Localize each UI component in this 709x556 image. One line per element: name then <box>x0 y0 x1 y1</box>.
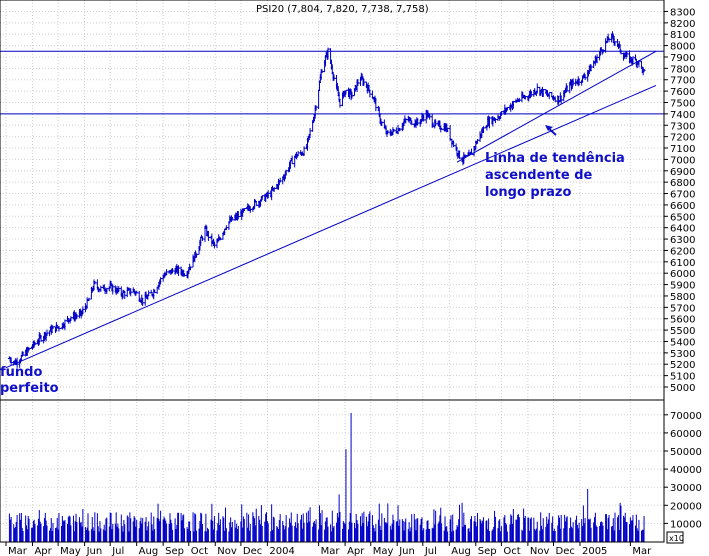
price-tick-label: 5000 <box>670 383 695 394</box>
volume-scale-label: x10 <box>669 534 684 543</box>
price-tick-label: 7300 <box>670 121 695 132</box>
price-tick-label: 6900 <box>670 167 695 178</box>
volume-tick-label: 10000 <box>670 519 702 530</box>
price-tick-label: 5200 <box>670 360 695 371</box>
price-tick-label: 6300 <box>670 235 695 246</box>
x-tick-label: Mar <box>632 546 652 556</box>
x-tick-label: Mar <box>321 546 341 556</box>
x-tick-label: Jul <box>424 546 437 556</box>
volume-tick-label: 30000 <box>670 483 702 494</box>
price-tick-label: 5400 <box>670 337 695 348</box>
price-tick-label: 5500 <box>670 326 695 337</box>
x-tick-label: May <box>60 546 81 556</box>
price-tick-label: 6500 <box>670 212 695 223</box>
annotation-trend-line-2: ascendente de <box>485 168 593 183</box>
trendline <box>456 50 657 163</box>
price-tick-label: 6100 <box>670 258 695 269</box>
price-tick-label: 7100 <box>670 144 695 155</box>
price-tick-label: 7500 <box>670 99 695 110</box>
price-tick-label: 6400 <box>670 224 695 235</box>
x-tick-label: 2004 <box>269 546 294 556</box>
volume-tick-label: 20000 <box>670 501 702 512</box>
price-tick-label: 6800 <box>670 178 695 189</box>
price-bars <box>7 31 646 368</box>
x-tick-label: Oct <box>191 546 208 556</box>
x-axis-ticks: Mar Apr May Jun Jul Aug Sep Oct Nov Dec 2004 Mar Apr… <box>5 542 652 556</box>
x-tick-label: Dec <box>556 546 575 556</box>
x-tick-label: Nov <box>217 546 237 556</box>
x-tick-label: Sep <box>478 546 497 556</box>
volume-bars <box>8 412 645 542</box>
volume-scale-box <box>666 531 684 544</box>
annotation-trend-line-3: longo prazo <box>485 185 571 200</box>
price-tick-label: 6000 <box>670 269 695 280</box>
volume-panel-frame <box>0 399 665 543</box>
x-tick-label: Jun <box>86 546 103 556</box>
price-tick-label: 7000 <box>670 155 695 166</box>
price-tick-label: 6200 <box>670 246 695 257</box>
price-tick-label: 7800 <box>670 64 695 75</box>
volume-tick-label: 60000 <box>670 429 702 440</box>
price-tick-label: 7900 <box>670 53 695 64</box>
grid <box>0 0 664 542</box>
price-axis-ticks: 5000510052005300540055005600570058005900… <box>664 7 695 394</box>
price-tick-label: 5100 <box>670 372 695 383</box>
price-tick-label: 8100 <box>670 30 695 41</box>
annotation-trend-line-1: Linha de tendência <box>485 151 625 166</box>
price-tick-label: 6600 <box>670 201 695 212</box>
x-tick-label: Aug <box>451 546 471 556</box>
x-tick-label: Oct <box>503 546 520 556</box>
x-tick-label: May <box>373 546 394 556</box>
price-tick-label: 5300 <box>670 349 695 360</box>
chart-title: PSI20 (7,804, 7,820, 7,738, 7,758) <box>256 4 429 15</box>
price-tick-label: 8300 <box>670 7 695 18</box>
price-tick-label: 5900 <box>670 281 695 292</box>
price-panel-frame <box>0 0 665 401</box>
price-tick-label: 8200 <box>670 19 695 30</box>
annotation-arrow <box>545 125 557 136</box>
x-tick-label: Mar <box>8 546 28 556</box>
price-tick-label: 5700 <box>670 303 695 314</box>
volume-tick-label: 70000 <box>670 411 702 422</box>
x-tick-label: Aug <box>139 546 159 556</box>
price-tick-label: 8000 <box>670 42 695 53</box>
x-tick-label: Apr <box>34 546 52 556</box>
x-tick-label: Jun <box>398 546 415 556</box>
volume-tick-label: 50000 <box>670 447 702 458</box>
x-tick-label: 2005 <box>582 546 607 556</box>
price-tick-label: 5800 <box>670 292 695 303</box>
chart-lines <box>0 50 664 369</box>
x-tick-label: Dec <box>243 546 262 556</box>
price-tick-label: 6700 <box>670 190 695 201</box>
x-tick-label: Sep <box>165 546 184 556</box>
price-tick-label: 7600 <box>670 87 695 98</box>
x-tick-label: Nov <box>530 546 550 556</box>
price-tick-label: 5600 <box>670 315 695 326</box>
annotation-perfeito: perfeito <box>0 381 59 396</box>
trendline <box>5 84 657 369</box>
price-tick-label: 7400 <box>670 110 695 121</box>
x-tick-label: Jul <box>111 546 124 556</box>
price-tick-label: 7700 <box>670 76 695 87</box>
price-tick-label: 7200 <box>670 133 695 144</box>
volume-axis-ticks: 10000 20000 30000 40000 50000 60000 70000 <box>664 411 702 530</box>
volume-tick-label: 40000 <box>670 465 702 476</box>
annotation-fundo: fundo <box>0 365 42 380</box>
x-tick-label: Apr <box>347 546 365 556</box>
